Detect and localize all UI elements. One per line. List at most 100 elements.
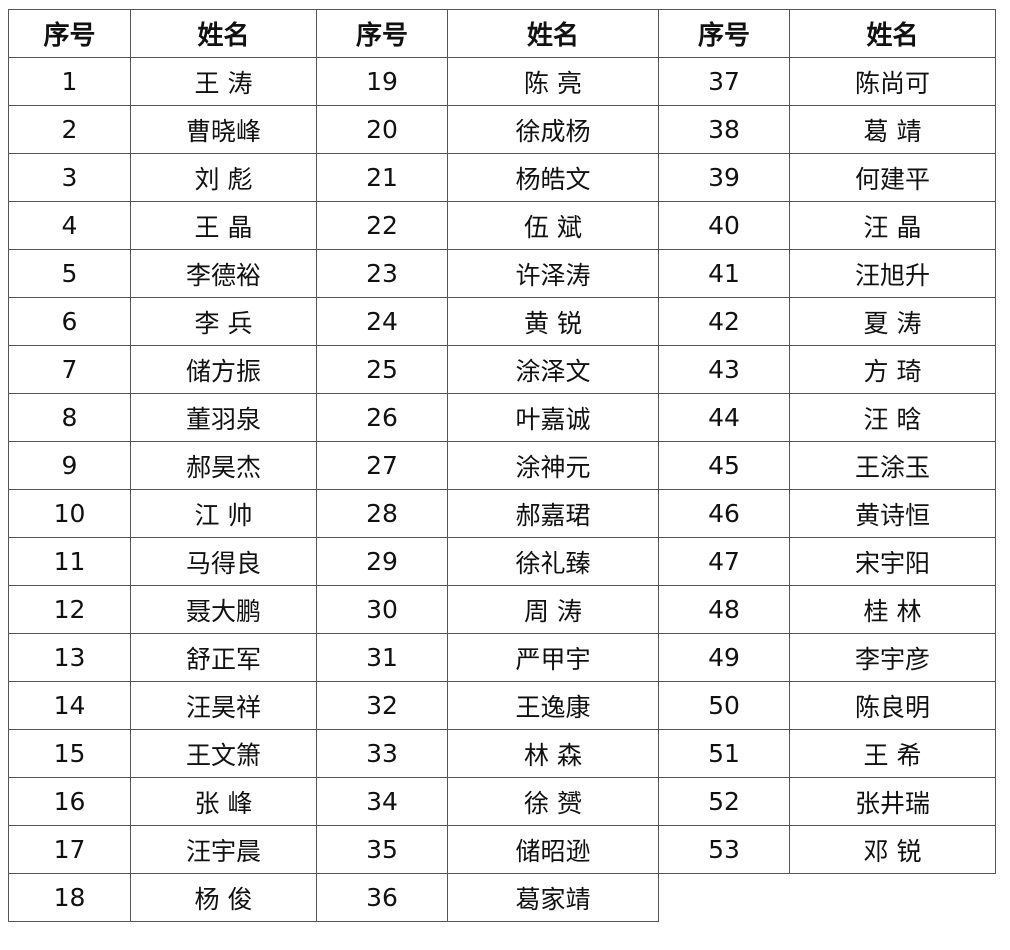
cell-index: 7 [8, 345, 131, 394]
cell-name: 徐 赟 [447, 777, 659, 826]
cell-name: 陈尚可 [789, 57, 996, 106]
cell-index: 50 [658, 681, 790, 730]
cell-name: 汪 晗 [789, 393, 996, 442]
header-name: 姓名 [447, 9, 659, 58]
cell-index: 4 [8, 201, 131, 250]
cell-name: 王涂玉 [789, 441, 996, 490]
table-row: 12 聂大鹏 30 周 涛 48 桂 林 [8, 585, 996, 634]
cell-index: 16 [8, 777, 131, 826]
cell-index: 38 [658, 105, 790, 154]
cell-name: 张井瑞 [789, 777, 996, 826]
cell-index: 27 [316, 441, 448, 490]
cell-index: 39 [658, 153, 790, 202]
cell-name: 王文箫 [130, 729, 317, 778]
cell-name: 夏 涛 [789, 297, 996, 346]
table-row: 14 汪昊祥 32 王逸康 50 陈良明 [8, 681, 996, 730]
cell-index: 53 [658, 825, 790, 874]
table-row: 17 汪宇晨 35 储昭逊 53 邓 锐 [8, 825, 996, 874]
cell-name: 黄 锐 [447, 297, 659, 346]
cell-index: 23 [316, 249, 448, 298]
cell-index: 37 [658, 57, 790, 106]
cell-index: 41 [658, 249, 790, 298]
cell-index: 43 [658, 345, 790, 394]
header-name: 姓名 [789, 9, 996, 58]
cell-name: 许泽涛 [447, 249, 659, 298]
cell-name: 方 琦 [789, 345, 996, 394]
cell-index: 32 [316, 681, 448, 730]
table-row: 2 曹晓峰 20 徐成杨 38 葛 靖 [8, 105, 996, 154]
cell-index: 26 [316, 393, 448, 442]
cell-index: 14 [8, 681, 131, 730]
header-index: 序号 [316, 9, 448, 58]
cell-name: 曹晓峰 [130, 105, 317, 154]
header-index: 序号 [8, 9, 131, 58]
cell-index: 31 [316, 633, 448, 682]
cell-name: 叶嘉诚 [447, 393, 659, 442]
cell-index: 52 [658, 777, 790, 826]
cell-index: 24 [316, 297, 448, 346]
cell-index: 46 [658, 489, 790, 538]
cell-name: 伍 斌 [447, 201, 659, 250]
cell-index: 6 [8, 297, 131, 346]
cell-index: 44 [658, 393, 790, 442]
cell-index: 18 [8, 873, 131, 922]
cell-index: 1 [8, 57, 131, 106]
empty-cell [658, 873, 790, 922]
cell-index: 19 [316, 57, 448, 106]
cell-index: 40 [658, 201, 790, 250]
cell-index: 30 [316, 585, 448, 634]
cell-name: 杨皓文 [447, 153, 659, 202]
table-row: 13 舒正军 31 严甲宇 49 李宇彦 [8, 633, 996, 682]
cell-name: 董羽泉 [130, 393, 317, 442]
cell-name: 黄诗恒 [789, 489, 996, 538]
cell-name: 张 峰 [130, 777, 317, 826]
cell-name: 汪昊祥 [130, 681, 317, 730]
cell-name: 王 晶 [130, 201, 317, 250]
cell-index: 15 [8, 729, 131, 778]
empty-cell [790, 874, 996, 922]
cell-name: 刘 彪 [130, 153, 317, 202]
cell-name: 汪旭升 [789, 249, 996, 298]
cell-name: 舒正军 [130, 633, 317, 682]
cell-name: 李 兵 [130, 297, 317, 346]
cell-name: 汪宇晨 [130, 825, 317, 874]
cell-name: 杨 俊 [130, 873, 317, 922]
table-row: 5 李德裕 23 许泽涛 41 汪旭升 [8, 249, 996, 298]
table-row: 18 杨 俊 36 葛家靖 [8, 873, 996, 922]
cell-index: 34 [316, 777, 448, 826]
cell-index: 3 [8, 153, 131, 202]
cell-index: 10 [8, 489, 131, 538]
cell-index: 2 [8, 105, 131, 154]
cell-name: 桂 林 [789, 585, 996, 634]
cell-name: 徐礼臻 [447, 537, 659, 586]
cell-name: 王 涛 [130, 57, 317, 106]
cell-name: 李德裕 [130, 249, 317, 298]
cell-index: 42 [658, 297, 790, 346]
cell-name: 汪 晶 [789, 201, 996, 250]
cell-name: 王 希 [789, 729, 996, 778]
cell-name: 宋宇阳 [789, 537, 996, 586]
cell-name: 储昭逊 [447, 825, 659, 874]
cell-name: 严甲宇 [447, 633, 659, 682]
table-row: 11 马得良 29 徐礼臻 47 宋宇阳 [8, 537, 996, 586]
cell-index: 5 [8, 249, 131, 298]
cell-index: 36 [316, 873, 448, 922]
cell-name: 涂泽文 [447, 345, 659, 394]
table-row: 7 储方振 25 涂泽文 43 方 琦 [8, 345, 996, 394]
cell-name: 陈 亮 [447, 57, 659, 106]
cell-index: 9 [8, 441, 131, 490]
cell-index: 51 [658, 729, 790, 778]
cell-name: 涂神元 [447, 441, 659, 490]
cell-name: 郝昊杰 [130, 441, 317, 490]
cell-name: 李宇彦 [789, 633, 996, 682]
table-row: 9 郝昊杰 27 涂神元 45 王涂玉 [8, 441, 996, 490]
cell-name: 葛 靖 [789, 105, 996, 154]
cell-name: 郝嘉珺 [447, 489, 659, 538]
cell-name: 马得良 [130, 537, 317, 586]
table-row: 8 董羽泉 26 叶嘉诚 44 汪 晗 [8, 393, 996, 442]
cell-index: 8 [8, 393, 131, 442]
